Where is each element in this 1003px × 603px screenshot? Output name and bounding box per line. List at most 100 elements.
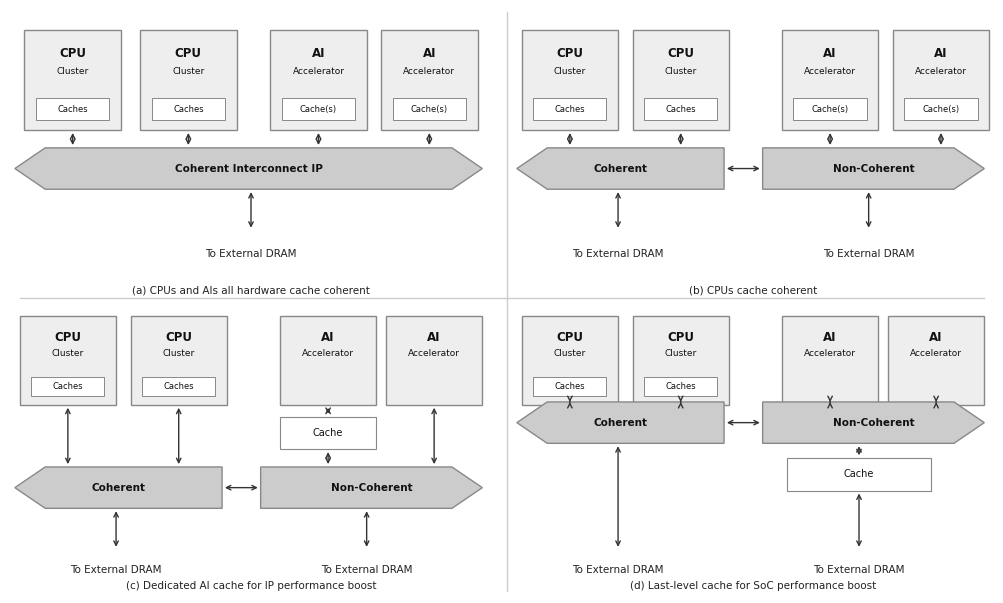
Text: (a) CPUs and AIs all hardware cache coherent: (a) CPUs and AIs all hardware cache cohe… — [132, 286, 369, 295]
FancyBboxPatch shape — [892, 30, 988, 130]
Text: Caches: Caches — [57, 104, 88, 113]
Text: Cache: Cache — [313, 428, 343, 438]
Text: (c) Dedicated AI cache for IP performance boost: (c) Dedicated AI cache for IP performanc… — [125, 581, 376, 591]
Text: To External DRAM: To External DRAM — [205, 249, 297, 259]
FancyBboxPatch shape — [644, 376, 716, 396]
Polygon shape — [517, 148, 723, 189]
Text: Caches: Caches — [554, 382, 585, 391]
Text: AI: AI — [311, 47, 325, 60]
Text: CPU: CPU — [556, 47, 583, 60]
Text: AI: AI — [422, 47, 435, 60]
Text: AI: AI — [929, 331, 942, 344]
Text: Cluster: Cluster — [664, 68, 696, 77]
Text: Cache: Cache — [843, 469, 874, 479]
Text: Accelerator: Accelerator — [803, 349, 856, 358]
Text: To External DRAM: To External DRAM — [572, 249, 663, 259]
Polygon shape — [517, 402, 723, 443]
FancyBboxPatch shape — [522, 316, 618, 405]
Text: Coherent: Coherent — [91, 482, 145, 493]
Text: CPU: CPU — [175, 47, 202, 60]
Text: CPU: CPU — [165, 331, 192, 344]
FancyBboxPatch shape — [31, 376, 104, 396]
Text: Cluster: Cluster — [162, 349, 195, 358]
Text: Non-Coherent: Non-Coherent — [831, 418, 914, 428]
Text: Coherent Interconnect IP: Coherent Interconnect IP — [175, 163, 322, 174]
FancyBboxPatch shape — [392, 98, 465, 120]
Text: Coherent: Coherent — [593, 418, 647, 428]
Text: Non-Coherent: Non-Coherent — [330, 482, 412, 493]
Text: To External DRAM: To External DRAM — [572, 566, 663, 575]
FancyBboxPatch shape — [786, 458, 931, 491]
Text: AI: AI — [427, 331, 440, 344]
Text: Cache(s): Cache(s) — [922, 104, 959, 113]
Text: Caches: Caches — [665, 382, 695, 391]
Text: Coherent: Coherent — [593, 163, 647, 174]
Text: Accelerator: Accelerator — [803, 68, 856, 77]
Text: Caches: Caches — [665, 104, 695, 113]
Text: Caches: Caches — [163, 382, 194, 391]
Polygon shape — [15, 148, 481, 189]
FancyBboxPatch shape — [533, 376, 606, 396]
FancyBboxPatch shape — [140, 30, 237, 130]
Text: To External DRAM: To External DRAM — [812, 566, 904, 575]
Text: AI: AI — [933, 47, 947, 60]
Text: CPU: CPU — [667, 47, 693, 60]
FancyBboxPatch shape — [904, 98, 977, 120]
FancyBboxPatch shape — [632, 30, 728, 130]
FancyBboxPatch shape — [280, 316, 376, 405]
Text: To External DRAM: To External DRAM — [822, 249, 914, 259]
FancyBboxPatch shape — [20, 316, 116, 405]
FancyBboxPatch shape — [385, 316, 481, 405]
Text: CPU: CPU — [556, 331, 583, 344]
Text: To External DRAM: To External DRAM — [321, 566, 412, 575]
Text: Cluster: Cluster — [664, 349, 696, 358]
FancyBboxPatch shape — [381, 30, 477, 130]
Text: Cache(s): Cache(s) — [810, 104, 848, 113]
Text: Caches: Caches — [173, 104, 204, 113]
Text: To External DRAM: To External DRAM — [70, 566, 161, 575]
Text: Cluster: Cluster — [554, 68, 586, 77]
FancyBboxPatch shape — [24, 30, 120, 130]
FancyBboxPatch shape — [533, 98, 606, 120]
FancyBboxPatch shape — [282, 98, 355, 120]
FancyBboxPatch shape — [270, 30, 366, 130]
Text: Accelerator: Accelerator — [403, 68, 454, 77]
Text: AI: AI — [822, 331, 837, 344]
Text: Cache(s): Cache(s) — [300, 104, 337, 113]
Text: Cluster: Cluster — [173, 68, 205, 77]
Text: Cluster: Cluster — [56, 68, 88, 77]
FancyBboxPatch shape — [792, 98, 866, 120]
FancyBboxPatch shape — [887, 316, 983, 405]
Polygon shape — [762, 148, 983, 189]
Text: Cache(s): Cache(s) — [410, 104, 447, 113]
FancyBboxPatch shape — [522, 30, 618, 130]
FancyBboxPatch shape — [781, 316, 878, 405]
Text: Non-Coherent: Non-Coherent — [831, 163, 914, 174]
Text: Caches: Caches — [554, 104, 585, 113]
Text: Accelerator: Accelerator — [910, 349, 961, 358]
FancyBboxPatch shape — [644, 98, 716, 120]
FancyBboxPatch shape — [781, 30, 878, 130]
Text: Accelerator: Accelerator — [292, 68, 344, 77]
Text: Accelerator: Accelerator — [302, 349, 354, 358]
FancyBboxPatch shape — [130, 316, 227, 405]
Polygon shape — [261, 467, 481, 508]
Text: AI: AI — [822, 47, 837, 60]
Polygon shape — [762, 402, 983, 443]
Text: CPU: CPU — [54, 331, 81, 344]
FancyBboxPatch shape — [151, 98, 225, 120]
Text: Accelerator: Accelerator — [914, 68, 966, 77]
Text: AI: AI — [321, 331, 335, 344]
Text: CPU: CPU — [59, 47, 86, 60]
Text: Cluster: Cluster — [52, 349, 84, 358]
Text: CPU: CPU — [667, 331, 693, 344]
FancyBboxPatch shape — [36, 98, 109, 120]
FancyBboxPatch shape — [142, 376, 215, 396]
Polygon shape — [15, 467, 222, 508]
Text: (b) CPUs cache coherent: (b) CPUs cache coherent — [688, 286, 816, 295]
FancyBboxPatch shape — [280, 417, 376, 449]
Text: Caches: Caches — [52, 382, 83, 391]
Text: (d) Last-level cache for SoC performance boost: (d) Last-level cache for SoC performance… — [629, 581, 876, 591]
Text: Accelerator: Accelerator — [408, 349, 459, 358]
FancyBboxPatch shape — [632, 316, 728, 405]
